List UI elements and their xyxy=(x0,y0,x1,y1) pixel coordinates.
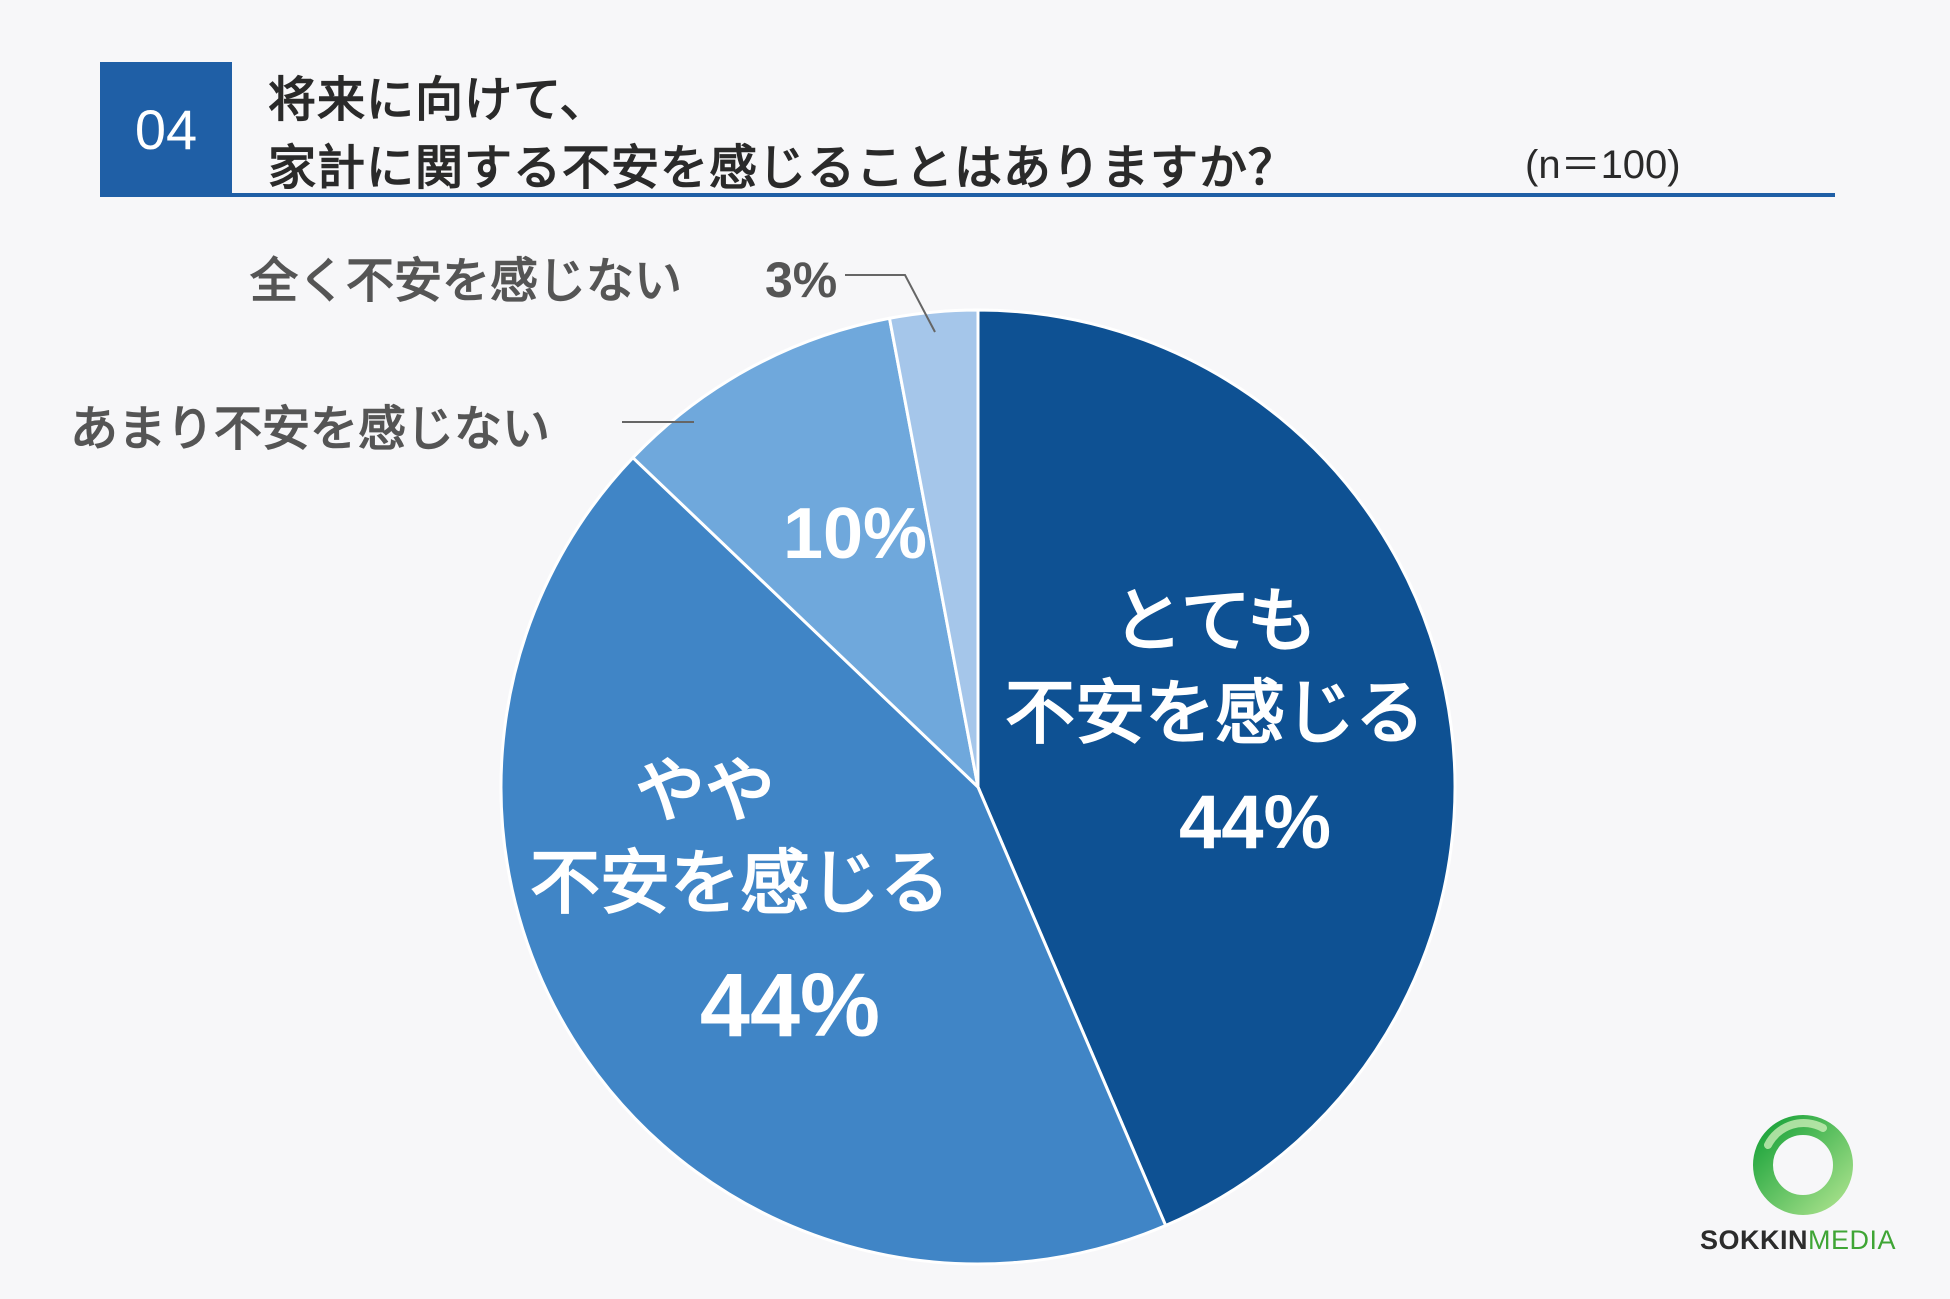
pie-slice-2 xyxy=(499,455,1168,1266)
logo-text-media: MEDIA xyxy=(1808,1225,1897,1255)
slice-label-2-line-1: やや xyxy=(635,750,775,832)
slice-label-2-line-2: 不安を感じる xyxy=(530,842,950,924)
slice-label-1-line-1: とても xyxy=(1113,580,1317,662)
pie-slice-3 xyxy=(630,316,981,792)
pie-slice-1 xyxy=(976,308,1457,1228)
question-title-line-1: 将来に向けて、 xyxy=(268,72,609,128)
sokkin-media-logo: SOKKINMEDIA xyxy=(1690,1105,1920,1265)
logo-text-sokkin: SOKKIN xyxy=(1700,1225,1809,1255)
logo-wordmark: SOKKINMEDIA xyxy=(1700,1225,1920,1256)
slice-value-label-3: 10% xyxy=(783,494,927,574)
question-title-line-2: 家計に関する不安を感じることはありますか？ xyxy=(268,140,1298,196)
logo-ring-icon xyxy=(1753,1115,1853,1215)
slice-label-3-line-1: あまり不安を感じない xyxy=(70,401,550,457)
chart-header: 04 将来に向けて、 家計に関する不安を感じることはありますか？ (n＝100) xyxy=(0,0,1950,200)
header-rule xyxy=(100,193,1835,197)
leader-line-4 xyxy=(845,274,936,333)
pie-slice-4 xyxy=(887,308,980,788)
slice-value-label-1: 44% xyxy=(1179,780,1331,865)
slice-value-label-2: 44% xyxy=(700,956,880,1056)
question-number-badge: 04 xyxy=(100,62,232,196)
slice-label-1-line-2: 不安を感じる xyxy=(1005,672,1425,754)
slice-value-label-4: 3% xyxy=(765,252,837,308)
sample-size-label: (n＝100) xyxy=(1525,143,1681,187)
slice-label-4-line-1: 全く不安を感じない xyxy=(249,253,682,309)
